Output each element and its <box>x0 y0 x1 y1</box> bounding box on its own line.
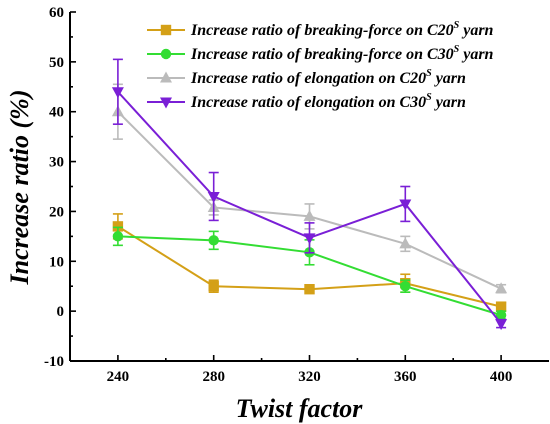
data-point <box>207 191 220 203</box>
y-tick-label: 30 <box>49 155 64 171</box>
x-axis-title: Twist factor <box>236 394 364 423</box>
y-tick-label: 0 <box>57 304 65 320</box>
x-tick-label: 280 <box>202 369 225 385</box>
data-point <box>400 281 411 292</box>
y-tick-label: 60 <box>49 5 64 21</box>
legend-label: Increase ratio of breaking-force on C30S… <box>190 44 494 63</box>
legend-entry-4: Increase ratio of elongation on C30S yar… <box>147 92 466 111</box>
axes: -10 0 10 20 30 40 50 60 240 280 320 360 400 <box>44 5 549 385</box>
plot-area <box>111 58 508 331</box>
x-tick-label: 400 <box>490 369 513 385</box>
data-point <box>208 235 219 246</box>
data-point <box>112 231 124 242</box>
data-point <box>303 233 316 245</box>
data-point <box>111 87 124 99</box>
data-point <box>303 209 316 221</box>
y-tick-label: 10 <box>49 254 64 270</box>
legend-entry-3: Increase ratio of elongation on C20S yar… <box>147 68 466 87</box>
x-tick-label: 360 <box>394 369 417 385</box>
data-point <box>495 319 508 331</box>
legend-marker <box>160 48 172 60</box>
data-point <box>208 281 219 292</box>
y-tick-label: 40 <box>49 105 64 121</box>
legend-marker <box>160 97 172 109</box>
legend-label: Increase ratio of breaking-force on C20S… <box>190 20 494 39</box>
legend-marker <box>160 24 172 36</box>
y-tick-label: 50 <box>49 55 64 71</box>
data-point <box>304 284 315 295</box>
data-point <box>399 237 412 249</box>
y-tick-label: 20 <box>49 204 64 220</box>
legend-label: Increase ratio of elongation on C30S yar… <box>190 92 466 111</box>
legend-marker <box>160 71 172 83</box>
data-point <box>112 221 124 232</box>
legend-label: Increase ratio of elongation on C20S yar… <box>190 68 466 87</box>
x-tick-label: 320 <box>298 369 321 385</box>
data-point <box>399 199 412 211</box>
y-axis-title: Increase ratio (%) <box>5 90 34 286</box>
x-tick-label: 240 <box>107 369 130 385</box>
series-4 <box>111 58 508 331</box>
legend-entry-2: Increase ratio of breaking-force on C30S… <box>147 44 494 63</box>
data-point <box>495 282 508 294</box>
legend-entry-1: Increase ratio of breaking-force on C20S… <box>147 20 494 39</box>
data-point <box>495 309 507 321</box>
legend: Increase ratio of breaking-force on C20S… <box>147 20 494 111</box>
data-point <box>495 301 507 312</box>
y-tick-label: -10 <box>44 354 64 370</box>
